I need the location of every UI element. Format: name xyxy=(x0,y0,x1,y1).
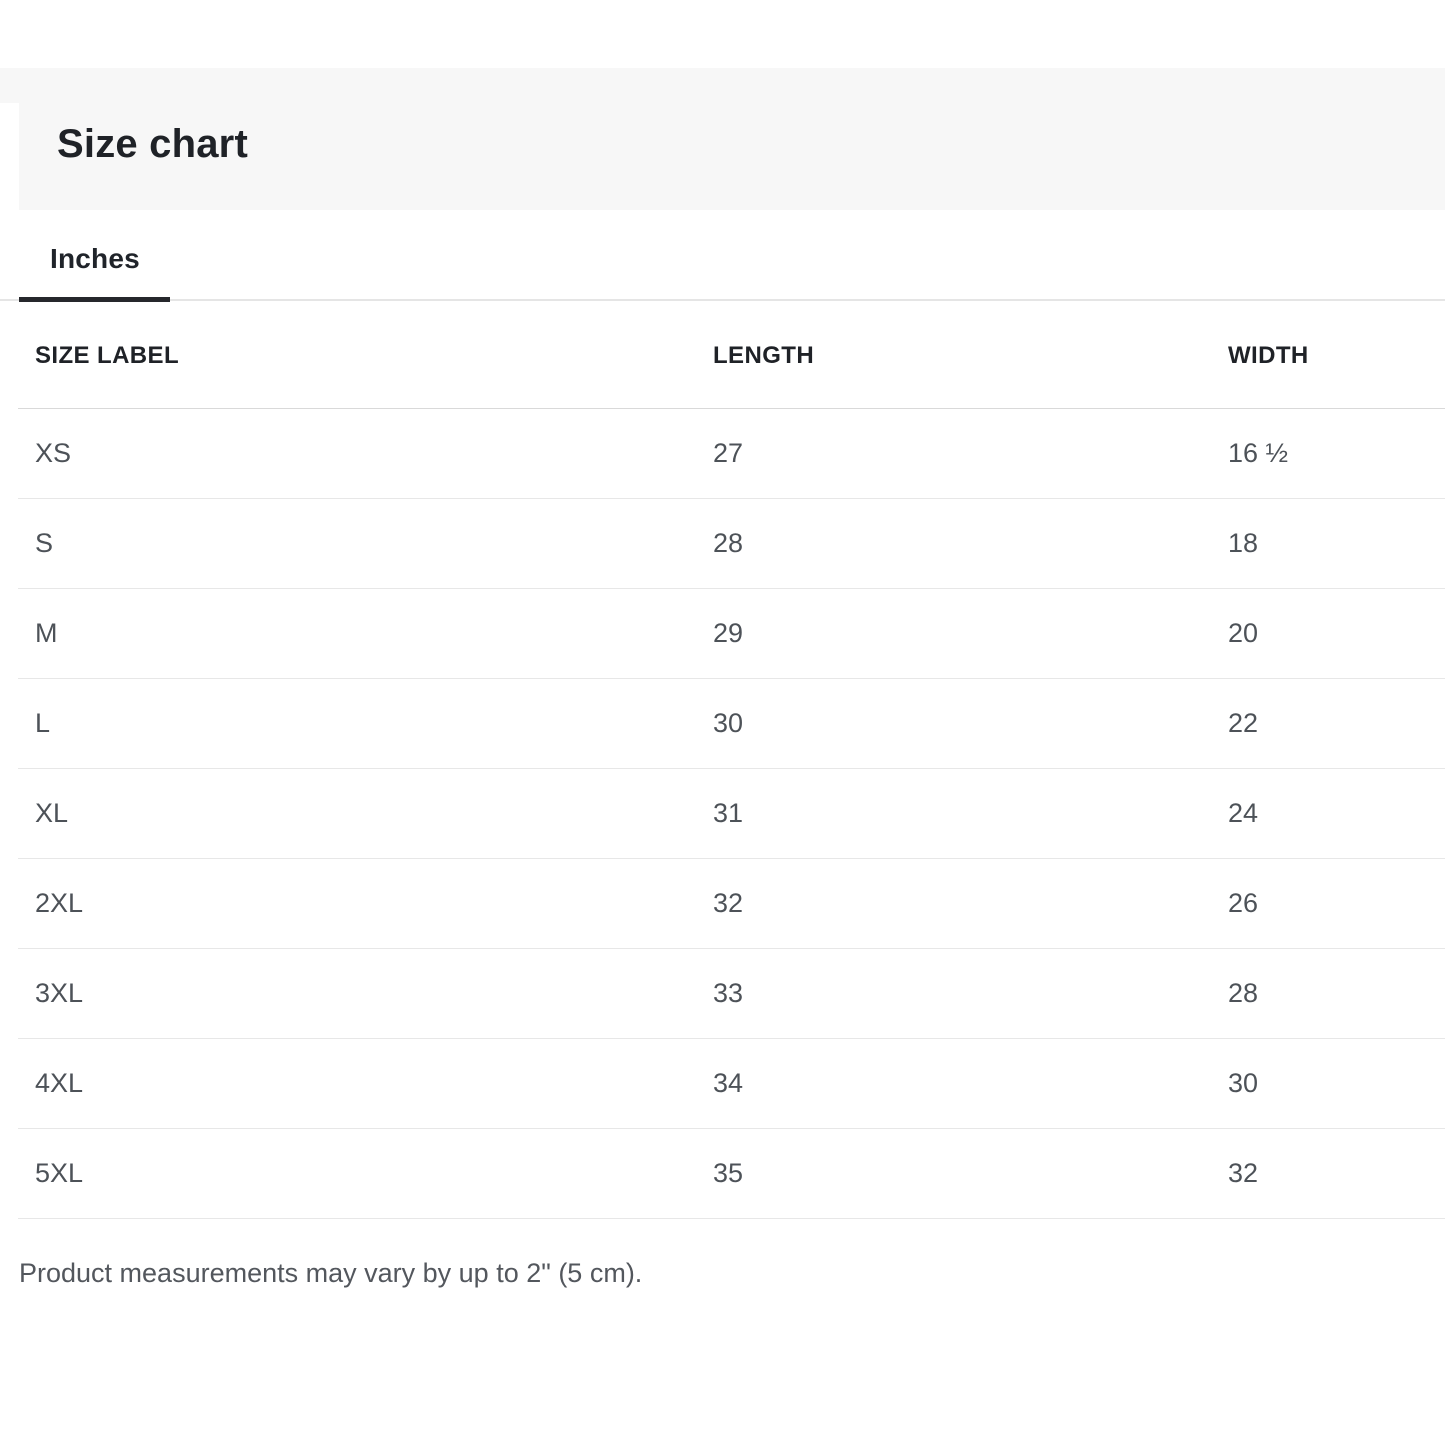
size-label-cell: 3XL xyxy=(35,978,84,1008)
table-row: 4XL 34 30 xyxy=(18,1039,1445,1129)
length-cell: 33 xyxy=(713,978,744,1008)
table-row: 2XL 32 26 xyxy=(18,859,1445,949)
length-cell: 34 xyxy=(713,1068,744,1098)
length-cell: 30 xyxy=(713,708,744,738)
size-label-cell: S xyxy=(35,528,54,558)
length-cell: 32 xyxy=(713,888,744,918)
table-row: XS 27 16 ½ xyxy=(18,409,1445,499)
table-row: M 29 20 xyxy=(18,589,1445,679)
header-band xyxy=(0,68,1445,210)
length-cell: 31 xyxy=(713,798,744,828)
size-label-cell: 4XL xyxy=(35,1068,84,1098)
tabs-divider xyxy=(0,299,1445,301)
size-label-cell: 5XL xyxy=(35,1158,84,1188)
column-header-size-label: SIZE LABEL xyxy=(35,341,180,369)
column-header-width: WIDTH xyxy=(1228,341,1309,369)
table-header-row: SIZE LABEL LENGTH WIDTH xyxy=(18,303,1445,409)
width-cell: 26 xyxy=(1228,888,1259,918)
table-body: XS 27 16 ½ S 28 18 M 29 20 L 30 22 XL 31… xyxy=(18,409,1445,1219)
width-cell: 16 ½ xyxy=(1228,438,1289,468)
width-cell: 22 xyxy=(1228,708,1259,738)
page-title: Size chart xyxy=(57,122,248,166)
size-table: SIZE LABEL LENGTH WIDTH XS 27 16 ½ S 28 … xyxy=(18,303,1445,1219)
table-row: XL 31 24 xyxy=(18,769,1445,859)
size-label-cell: M xyxy=(35,618,58,648)
tab-inches[interactable]: Inches xyxy=(50,243,140,274)
tab-active-indicator xyxy=(19,297,170,302)
width-cell: 18 xyxy=(1228,528,1259,558)
width-cell: 24 xyxy=(1228,798,1259,828)
width-cell: 30 xyxy=(1228,1068,1259,1098)
width-cell: 28 xyxy=(1228,978,1259,1008)
table-row: L 30 22 xyxy=(18,679,1445,769)
size-label-cell: XL xyxy=(35,798,69,828)
header-band-notch xyxy=(0,103,19,210)
width-cell: 32 xyxy=(1228,1158,1259,1188)
table-row: 3XL 33 28 xyxy=(18,949,1445,1039)
width-cell: 20 xyxy=(1228,618,1259,648)
measurement-note: Product measurements may vary by up to 2… xyxy=(19,1258,643,1288)
length-cell: 27 xyxy=(713,438,744,468)
length-cell: 28 xyxy=(713,528,744,558)
size-label-cell: L xyxy=(35,708,51,738)
size-label-cell: 2XL xyxy=(35,888,84,918)
length-cell: 29 xyxy=(713,618,744,648)
length-cell: 35 xyxy=(713,1158,744,1188)
table-row: 5XL 35 32 xyxy=(18,1129,1445,1219)
size-label-cell: XS xyxy=(35,438,72,468)
table-row: S 28 18 xyxy=(18,499,1445,589)
column-header-length: LENGTH xyxy=(713,341,815,369)
